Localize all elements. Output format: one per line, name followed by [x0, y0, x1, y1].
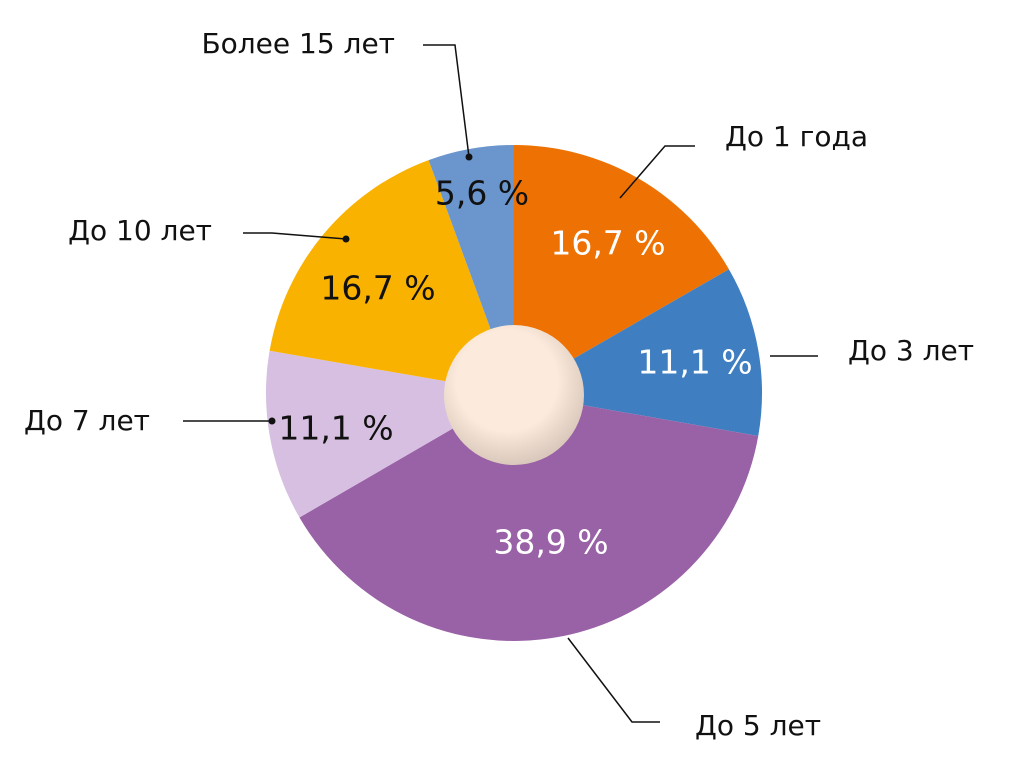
- category-label: До 1 года: [725, 120, 868, 153]
- leader-line: [243, 232, 347, 240]
- leader-line: [567, 637, 660, 723]
- pie-slice: [514, 145, 729, 393]
- leader-dot: [268, 417, 276, 425]
- donut-hole: [444, 325, 584, 465]
- category-label: До 5 лет: [695, 709, 821, 742]
- value-label: 38,9 %: [493, 523, 608, 562]
- value-label: 11,1 %: [278, 409, 393, 448]
- leader-line: [423, 44, 470, 158]
- category-label: До 10 лет: [68, 214, 212, 247]
- category-label: До 3 лет: [848, 334, 974, 367]
- value-label: 5,6 %: [435, 174, 529, 213]
- value-label: 16,7 %: [550, 224, 665, 263]
- leader-dot: [342, 235, 350, 243]
- value-label: 16,7 %: [320, 269, 435, 308]
- category-label: Более 15 лет: [201, 27, 395, 60]
- value-label: 11,1 %: [637, 343, 752, 382]
- leader-dot: [465, 153, 473, 161]
- leader-line: [619, 145, 695, 199]
- pie-slice: [299, 393, 759, 641]
- category-label: До 7 лет: [24, 404, 150, 437]
- pie-slice: [269, 160, 514, 393]
